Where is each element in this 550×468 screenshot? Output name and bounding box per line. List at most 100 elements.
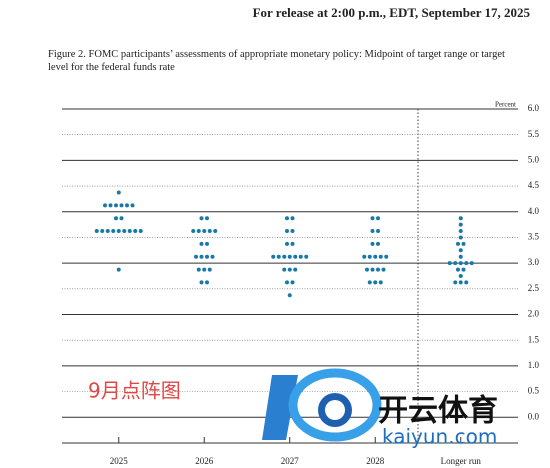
dot xyxy=(207,267,212,272)
dot xyxy=(464,261,469,266)
dot xyxy=(469,261,474,266)
dot xyxy=(365,267,369,272)
dot xyxy=(458,229,463,234)
dot xyxy=(458,274,463,278)
dot xyxy=(210,254,215,259)
y-tick-label: 5.0 xyxy=(528,154,540,164)
dot xyxy=(376,216,380,221)
dot xyxy=(458,280,463,285)
y-tick-label: 1.5 xyxy=(528,334,540,344)
dot xyxy=(199,280,204,285)
dot xyxy=(196,229,201,234)
dot xyxy=(202,229,207,234)
dot xyxy=(464,280,469,285)
dot xyxy=(133,229,138,234)
dot xyxy=(213,229,218,234)
dot xyxy=(116,267,121,272)
y-tick-label: 0.0 xyxy=(528,411,540,421)
dot xyxy=(373,280,378,285)
dot xyxy=(456,267,460,272)
dot xyxy=(116,229,121,234)
dot xyxy=(290,241,295,246)
dot xyxy=(285,280,289,285)
dot xyxy=(458,254,463,259)
dot xyxy=(458,261,463,266)
dot xyxy=(108,203,113,208)
dot xyxy=(378,280,383,285)
dot xyxy=(116,190,121,195)
dot xyxy=(293,254,298,259)
dot xyxy=(94,229,99,234)
dot xyxy=(458,235,463,240)
logo xyxy=(262,368,382,442)
dot xyxy=(125,203,129,208)
chart-title: Figure 2. FOMC participants’ assessments… xyxy=(48,49,505,73)
dot xyxy=(282,267,287,272)
dot xyxy=(287,293,292,298)
dot xyxy=(453,261,458,266)
dot xyxy=(199,216,204,221)
x-tick-label: 2025 xyxy=(110,456,129,466)
dot xyxy=(207,229,212,234)
dot xyxy=(290,280,295,285)
dot xyxy=(199,254,204,259)
dot xyxy=(202,267,207,272)
dot xyxy=(199,241,204,246)
dot xyxy=(456,241,460,246)
dot xyxy=(285,229,289,234)
dot xyxy=(287,254,292,259)
dot xyxy=(376,241,380,246)
dot xyxy=(191,229,196,234)
dot xyxy=(290,229,295,234)
dot xyxy=(378,254,383,259)
y-tick-label: 0.5 xyxy=(528,386,540,396)
dot xyxy=(114,216,118,221)
dot xyxy=(138,229,143,234)
y-axis-label: Percent xyxy=(495,101,516,109)
dot xyxy=(103,203,107,208)
dot xyxy=(458,248,463,253)
dot xyxy=(127,229,132,234)
dot xyxy=(114,203,118,208)
x-tick-label: 2028 xyxy=(366,456,385,466)
header: For release at 2:00 p.m., EDT, September… xyxy=(253,5,531,20)
dot xyxy=(287,267,292,272)
dot xyxy=(282,254,287,259)
y-tick-label: 2.0 xyxy=(528,309,540,319)
y-tick-label: 3.0 xyxy=(528,257,540,267)
y-tick-label: 1.0 xyxy=(528,360,540,370)
dot xyxy=(384,254,389,259)
dot xyxy=(205,280,209,285)
dot xyxy=(293,267,298,272)
dot xyxy=(205,254,209,259)
dot xyxy=(381,267,386,272)
x-tick-label: Longer run xyxy=(441,456,482,466)
dot xyxy=(298,254,303,259)
dot xyxy=(205,216,209,221)
dot xyxy=(276,254,281,259)
dot xyxy=(367,280,372,285)
dot xyxy=(453,280,458,285)
dot xyxy=(373,254,378,259)
dot xyxy=(304,254,309,259)
dot xyxy=(461,241,466,246)
dot xyxy=(461,267,466,272)
watermark-label: 9月点阵图 xyxy=(88,379,181,403)
dot xyxy=(290,216,295,221)
dot xyxy=(447,261,452,266)
dot xyxy=(111,229,116,234)
x-tick-label: 2026 xyxy=(195,456,214,466)
dot xyxy=(271,254,276,259)
y-tick-label: 6.0 xyxy=(528,103,540,113)
dot xyxy=(370,229,375,234)
y-tick-label: 2.5 xyxy=(528,283,540,293)
dot xyxy=(362,254,367,259)
y-tick-label: 4.5 xyxy=(528,180,540,190)
dot xyxy=(100,229,105,234)
y-tick-label: 3.5 xyxy=(528,232,540,242)
dot xyxy=(196,267,201,272)
dot xyxy=(376,229,380,234)
dot xyxy=(119,203,124,208)
